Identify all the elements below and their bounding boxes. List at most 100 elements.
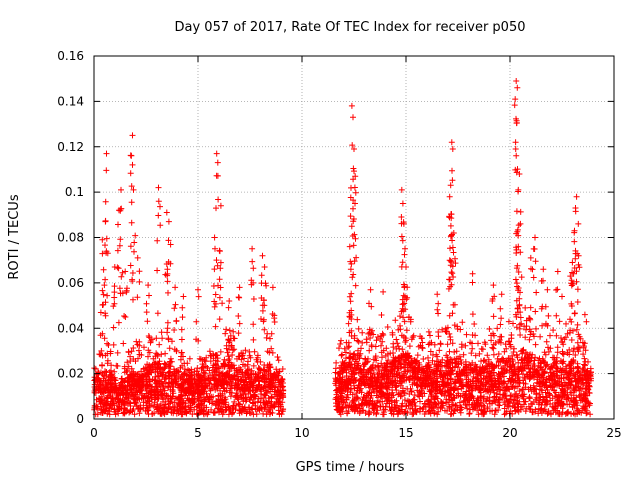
data-point (180, 353, 186, 360)
data-point (120, 378, 127, 385)
data-point (350, 114, 356, 121)
data-point (336, 345, 342, 352)
data-point (456, 353, 463, 360)
data-point (211, 382, 218, 389)
data-point (419, 345, 426, 352)
data-point (213, 362, 220, 369)
data-point (508, 383, 515, 390)
data-point (480, 357, 487, 364)
data-point (448, 356, 455, 363)
data-point (379, 364, 386, 371)
data-point (250, 265, 257, 272)
data-point (573, 278, 580, 285)
data-point (519, 386, 526, 393)
data-point (451, 408, 458, 414)
data-point (401, 397, 408, 403)
data-point (103, 378, 109, 384)
data-point (265, 395, 272, 402)
data-point (570, 327, 576, 334)
data-point (146, 349, 153, 356)
data-point (362, 355, 369, 362)
data-point (513, 280, 520, 287)
data-point (470, 406, 476, 413)
data-point (402, 245, 408, 252)
data-point (259, 374, 266, 381)
data-point (350, 351, 357, 358)
data-point (515, 186, 522, 193)
data-point (530, 382, 537, 389)
data-point (136, 278, 143, 285)
data-point (351, 146, 357, 152)
data-point (131, 390, 138, 397)
data-point (511, 345, 517, 352)
data-point (465, 387, 472, 394)
data-point (96, 377, 103, 384)
data-point (563, 320, 569, 327)
data-point (178, 405, 185, 411)
data-point (486, 387, 493, 394)
data-point (587, 400, 593, 407)
data-point (520, 386, 527, 393)
data-point (576, 409, 583, 416)
data-point (241, 355, 248, 362)
data-point (415, 343, 422, 350)
data-point (373, 411, 380, 418)
data-point (183, 408, 190, 415)
data-point (236, 410, 243, 417)
data-point (484, 386, 491, 393)
data-point (214, 377, 221, 384)
data-point (517, 249, 524, 256)
data-point (372, 379, 379, 386)
data-point (446, 362, 452, 368)
data-point (567, 273, 574, 280)
data-point (169, 386, 176, 393)
data-point (227, 393, 234, 400)
data-point (207, 387, 214, 394)
data-point (351, 332, 358, 339)
data-point (355, 338, 362, 345)
data-point (558, 374, 565, 381)
data-point (384, 324, 391, 330)
data-point (149, 383, 156, 390)
data-point (515, 309, 521, 316)
data-point (96, 395, 103, 402)
data-point (250, 321, 257, 328)
data-point (358, 367, 365, 374)
data-point (201, 357, 208, 364)
data-point (516, 302, 523, 309)
data-point (98, 347, 105, 354)
data-point (564, 395, 571, 402)
data-point (274, 354, 281, 360)
data-point (172, 301, 179, 308)
data-point (574, 286, 581, 293)
data-point (454, 406, 461, 413)
data-point (222, 330, 229, 337)
data-point (101, 335, 108, 342)
data-point (396, 374, 403, 381)
data-point (440, 377, 447, 384)
data-point (269, 349, 276, 356)
data-point (499, 394, 506, 401)
data-point (103, 395, 110, 402)
data-point (155, 198, 162, 205)
data-point (353, 377, 360, 383)
data-point (468, 350, 475, 357)
data-point (351, 184, 358, 191)
data-point (399, 372, 406, 379)
data-point (402, 356, 409, 363)
data-point (484, 352, 491, 359)
data-point (549, 354, 556, 361)
data-point (93, 383, 100, 390)
data-point (134, 341, 141, 348)
data-point (538, 278, 545, 284)
data-point (513, 78, 520, 84)
data-point (365, 390, 372, 397)
data-point (571, 238, 578, 245)
data-point (433, 375, 440, 382)
data-point (115, 265, 122, 272)
data-point (480, 395, 487, 402)
data-point (576, 375, 583, 382)
data-point (567, 381, 574, 388)
data-point (389, 389, 396, 396)
data-point (206, 398, 213, 405)
